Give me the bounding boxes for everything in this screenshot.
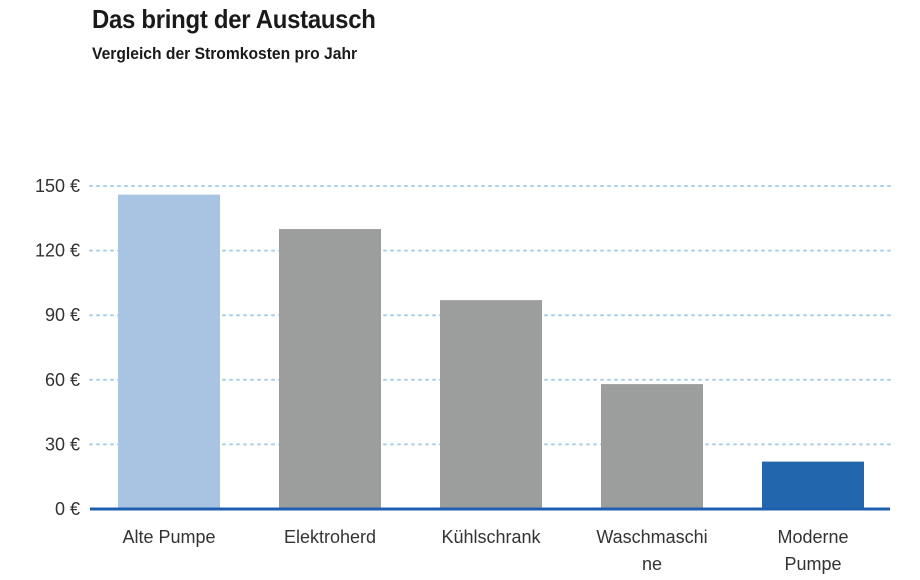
y-tick-label: 0 € [55, 499, 80, 519]
x-tick-label: Alte Pumpe [122, 527, 215, 547]
bar [279, 229, 381, 510]
y-tick-label: 60 € [45, 370, 80, 390]
x-tick-label: Waschmaschi ne [596, 527, 707, 574]
x-tick-label: Elektroherd [284, 527, 376, 547]
y-tick-label: 120 € [35, 241, 80, 261]
x-tick-label: Kühlschrank [441, 527, 541, 547]
y-tick-label: 90 € [45, 305, 80, 325]
chart-subtitle: Vergleich der Stromkosten pro Jahr [92, 44, 358, 63]
bar [440, 300, 542, 509]
bar [118, 194, 220, 509]
chart-title: Das bringt der Austausch [92, 4, 376, 34]
bar [762, 461, 864, 509]
y-tick-label: 150 € [35, 176, 80, 196]
y-tick-label: 30 € [45, 434, 80, 454]
bar [601, 384, 703, 509]
x-tick-label: Moderne Pumpe [777, 527, 848, 574]
